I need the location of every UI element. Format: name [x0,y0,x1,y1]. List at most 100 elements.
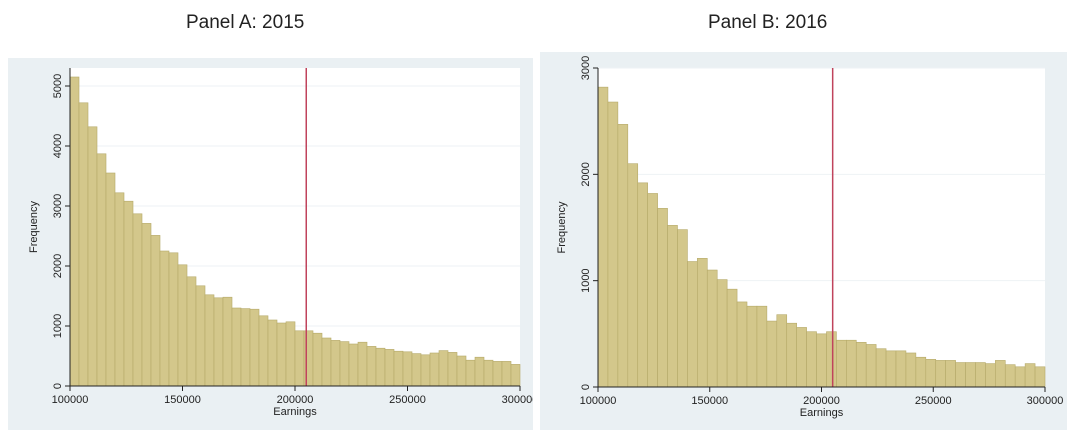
histogram-bar [766,320,778,388]
histogram-bar [501,361,512,387]
histogram-bar [746,305,758,388]
histogram-bar [1024,363,1036,388]
histogram-bar [1004,364,1016,388]
panel-b-title: Panel B: 2016 [708,12,828,33]
histogram-bar [697,258,708,388]
histogram-bar [231,307,242,387]
histogram-bar [429,352,440,387]
histogram-bar [150,235,161,387]
histogram-bar [597,86,609,388]
histogram-bar [647,193,658,388]
histogram-bar [87,126,98,387]
histogram-bar [846,339,857,388]
histogram-bar [141,223,152,387]
x-tick-label: 200000 [803,395,840,407]
histogram-bar [955,362,966,388]
histogram-2016: 100000 150000 200000 250000 300000 0 1000 2000 3… [556,56,1064,419]
y-tick-label: 3000 [52,194,64,218]
histogram-bar [1034,366,1046,388]
x-tick-label: 250000 [915,395,952,407]
histogram-bar [510,364,521,387]
histogram-bar [925,359,937,388]
histogram-bar [195,285,206,387]
histogram-bar [447,352,458,387]
histogram-bar [249,308,260,387]
histogram-bar [168,252,179,387]
histogram-bar [411,353,422,387]
histogram-bar [465,359,476,387]
histogram-bar [240,308,251,387]
histogram-bar [855,342,867,388]
panel-a-title: Panel A: 2015 [186,12,305,33]
histogram-bar [607,101,619,388]
histogram-bar [726,288,738,388]
histogram-bar [402,351,413,387]
histogram-bar [657,208,668,388]
histogram-bar [159,250,170,387]
histogram-bar [736,301,748,388]
histogram-bar [204,294,215,387]
histogram-bar [132,213,143,387]
histogram-bar [895,350,907,388]
y-axis-title: Frequency [556,201,568,253]
histogram-bar [312,332,323,387]
histogram-bar [258,315,269,387]
histogram-bar [78,102,89,387]
histogram-bar [865,344,877,388]
histogram-bar [114,192,125,387]
x-tick-label: 150000 [164,394,201,406]
histogram-bar [213,297,224,387]
histogram-bar [826,331,837,388]
histogram-bar [366,346,377,387]
histogram-2015: 100000 150000 200000 250000 300000 0 1000 2000 3… [28,68,533,418]
x-tick-label: 250000 [389,394,426,406]
histogram-bar [294,330,305,387]
histogram-bar [617,124,629,388]
y-tick-label: 0 [580,384,592,390]
histogram-bar [756,305,768,388]
x-tick-label: 100000 [52,394,89,406]
histogram-bar [483,359,494,387]
histogram-bar [706,269,718,388]
y-tick-label: 0 [52,383,64,389]
y-axis-title: Frequency [28,201,40,253]
histogram-bar [96,153,107,387]
histogram-bar [123,200,134,387]
histogram-bar [667,225,678,388]
x-tick-label: 300000 [1027,395,1064,407]
y-tick-label: 2000 [580,162,592,186]
histogram-bar [945,360,956,388]
y-tick-label: 2000 [52,254,64,278]
histogram-bar [965,362,976,388]
histogram-bar [915,356,927,388]
histogram-bar [776,314,788,388]
y-tick-label: 1000 [52,314,64,338]
histogram-bar [995,360,1006,388]
histogram-bar [69,76,80,387]
histogram-bar [474,356,485,387]
histogram-bar [816,333,827,388]
chart-panel-b: 100000 150000 200000 250000 300000 0 1000 2000 3… [540,52,1067,430]
histogram-bar [836,339,847,388]
histogram-bar [357,341,368,387]
histogram-bar [875,348,887,388]
histogram-bar [384,349,395,387]
histogram-bar [905,352,917,388]
histogram-bar [935,360,946,388]
histogram-bar [177,264,188,387]
histogram-bar [348,343,359,387]
histogram-bar [716,279,728,388]
x-tick-label: 150000 [691,395,728,407]
histogram-bar [267,319,278,387]
histogram-bar [975,362,986,388]
histogram-bar [456,355,467,387]
y-tick-label: 4000 [52,134,64,158]
histogram-bar [677,229,688,388]
histogram-bar [985,363,996,388]
histogram-bar [393,350,404,387]
x-tick-label: 300000 [502,394,533,406]
histogram-bar [303,330,314,387]
y-tick-label: 5000 [52,74,64,98]
histogram-bar [438,350,449,387]
chart-panel-a: 100000 150000 200000 250000 300000 0 1000 2000 3… [8,58,533,430]
